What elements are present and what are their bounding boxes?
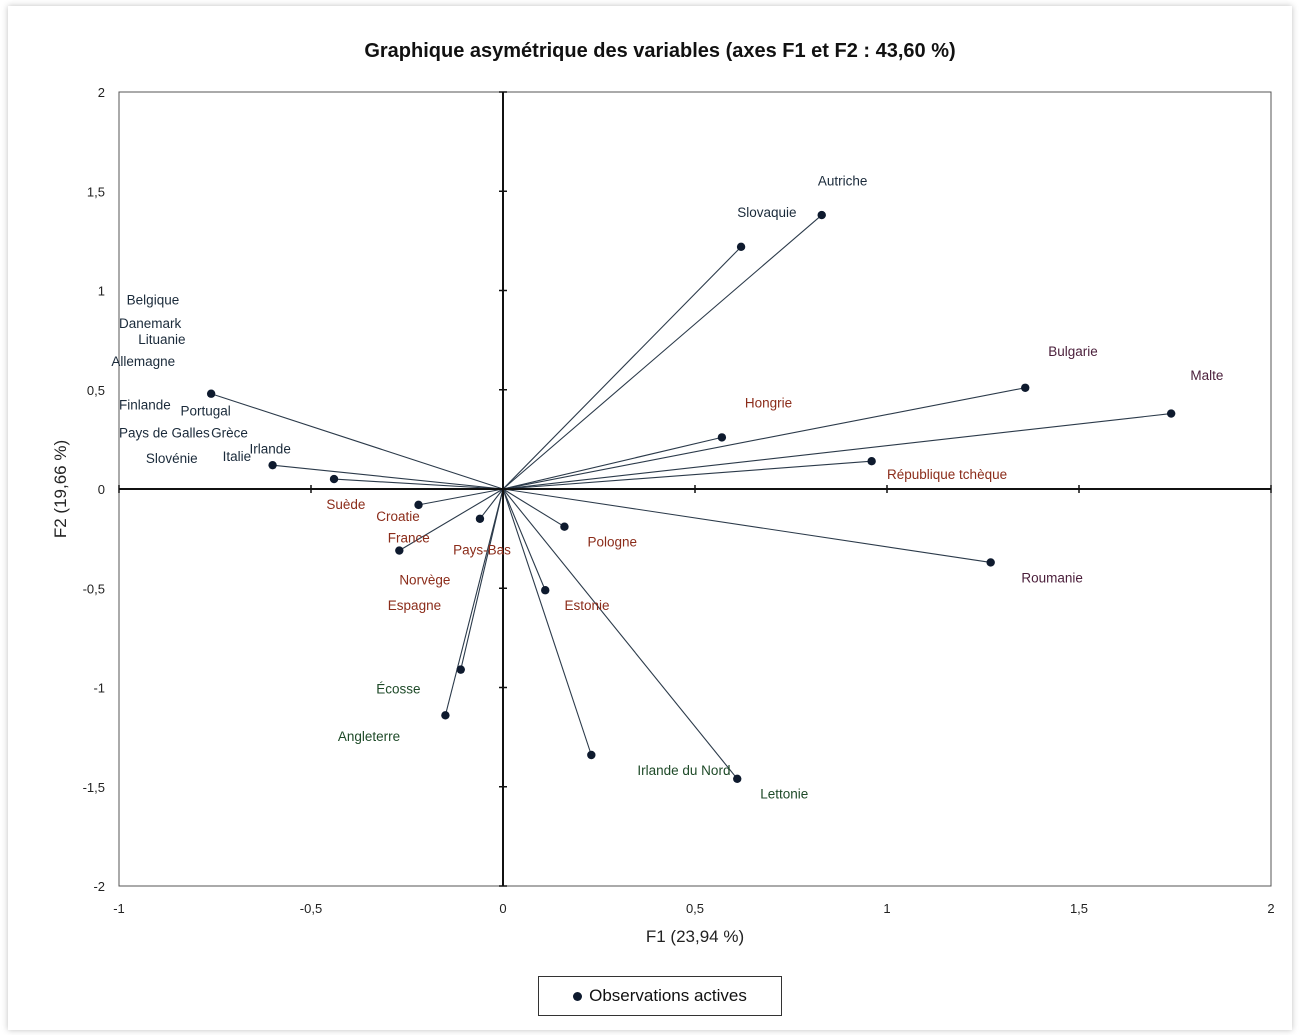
y-tick-label-0: -2 xyxy=(93,879,105,894)
vector-line-10 xyxy=(502,488,738,780)
chart-title: Graphique asymétrique des variables (axe… xyxy=(364,40,955,62)
x-tick-label-6: 2 xyxy=(1267,901,1274,916)
point-label-2: Bulgarie xyxy=(1048,344,1098,359)
point-label-13: Lituanie xyxy=(138,332,185,347)
x-tick-label-2: 0 xyxy=(499,901,506,916)
point-label-18: Grèce xyxy=(211,425,248,440)
vector-line-3 xyxy=(502,413,1172,490)
point-label-25: Pays-Bas xyxy=(453,543,511,558)
axes xyxy=(118,91,1272,887)
vector-lines xyxy=(210,214,1172,780)
data-point-12 xyxy=(268,460,277,470)
point-label-19: Irlande xyxy=(250,441,291,456)
y-tick-label-5: 0,5 xyxy=(87,383,105,398)
vector-line-9 xyxy=(502,488,592,756)
point-label-21: Slovénie xyxy=(146,451,198,466)
data-point-6 xyxy=(986,558,995,567)
biplot-chart: Graphique asymétrique des variables (axe… xyxy=(51,40,1275,946)
point-label-1: Slovaquie xyxy=(737,205,796,220)
point-label-15: Finlande xyxy=(119,398,171,413)
point-label-14: Allemagne xyxy=(111,354,175,369)
data-point-3 xyxy=(1166,409,1176,418)
chart-frame: Graphique asymétrique des variables (axe… xyxy=(8,6,1292,1030)
data-point-8 xyxy=(541,586,550,595)
data-point-11 xyxy=(206,389,216,398)
data-point-14 xyxy=(414,500,423,510)
tick-labels: -1 -0,5 0 0,5 1 1,5 2 -2 -1,5 -1 -0,5 0 0,5 1 1,5 2 xyxy=(83,85,1275,916)
point-label-4: Hongrie xyxy=(745,396,792,411)
vector-line-11 xyxy=(210,393,504,490)
vector-line-12 xyxy=(272,464,504,490)
point-label-7: Pologne xyxy=(587,535,637,550)
point-label-22: Suède xyxy=(326,497,365,512)
data-point-5 xyxy=(867,457,876,466)
vector-line-15 xyxy=(479,488,504,520)
vector-line-2 xyxy=(502,387,1026,490)
point-label-29: Angleterre xyxy=(338,729,400,744)
data-point-0 xyxy=(817,210,826,220)
x-tick-label-5: 1,5 xyxy=(1070,901,1088,916)
point-label-10: Lettonie xyxy=(760,787,808,802)
point-label-28: Écosse xyxy=(376,681,420,696)
data-point-2 xyxy=(1021,383,1030,392)
vector-line-13 xyxy=(334,478,504,490)
data-point-9 xyxy=(587,750,596,760)
point-label-6: Roumanie xyxy=(1021,570,1083,585)
y-tick-label-4: 0 xyxy=(98,482,105,497)
y-tick-label-6: 1 xyxy=(98,284,105,299)
legend: Observations actives xyxy=(538,976,782,1016)
point-label-0: Autriche xyxy=(818,173,868,188)
point-label-27: Espagne xyxy=(388,598,441,613)
vector-line-4 xyxy=(502,436,723,490)
y-tick-label-2: -1 xyxy=(93,681,105,696)
data-point-13 xyxy=(329,474,339,484)
x-tick-label-0: -1 xyxy=(113,901,125,916)
data-point-17 xyxy=(456,665,465,674)
point-label-12: Danemark xyxy=(119,316,182,331)
data-points xyxy=(206,210,1176,784)
y-tick-label-8: 2 xyxy=(98,85,105,100)
y-tick-label-1: -1,5 xyxy=(83,780,105,795)
vector-line-14 xyxy=(418,488,504,506)
vector-line-5 xyxy=(502,460,872,490)
vector-line-0 xyxy=(502,214,823,490)
data-point-18 xyxy=(441,711,450,720)
vector-line-1 xyxy=(502,246,742,490)
vector-line-6 xyxy=(502,488,991,563)
y-tick-label-3: -0,5 xyxy=(83,581,105,596)
point-label-11: Belgique xyxy=(127,292,180,307)
data-point-15 xyxy=(475,514,485,523)
y-axis-title: F2 (19,66 %) xyxy=(51,440,70,538)
x-tick-label-1: -0,5 xyxy=(300,901,322,916)
x-tick-label-3: 0,5 xyxy=(686,901,704,916)
y-tick-label-7: 1,5 xyxy=(87,184,105,199)
data-point-1 xyxy=(736,242,746,252)
data-point-10 xyxy=(733,774,742,784)
point-label-17: Pays de Galles xyxy=(119,425,210,440)
x-tick-label-4: 1 xyxy=(883,901,890,916)
vector-line-8 xyxy=(502,488,546,591)
point-label-9: Irlande du Nord xyxy=(637,763,730,778)
vector-line-7 xyxy=(502,488,565,528)
vector-line-17 xyxy=(460,488,504,670)
data-point-4 xyxy=(717,433,727,442)
point-labels: Autriche Slovaquie Bulgarie Malte Hongrie Rép… xyxy=(111,173,1223,801)
point-label-3: Malte xyxy=(1190,368,1223,383)
point-label-20: Italie xyxy=(223,449,252,464)
point-label-5: République tchèque xyxy=(887,467,1007,482)
x-axis-title: F1 (23,94 %) xyxy=(646,927,744,946)
vector-line-18 xyxy=(444,488,504,716)
vector-line-16 xyxy=(399,488,504,552)
point-label-24: France xyxy=(388,531,430,546)
point-label-8: Estonie xyxy=(564,598,609,613)
legend-label: Observations actives xyxy=(589,986,747,1005)
point-label-16: Portugal xyxy=(180,404,230,419)
data-point-16 xyxy=(395,546,404,555)
data-point-7 xyxy=(560,522,569,531)
legend-marker xyxy=(573,991,583,1001)
point-label-26: Norvège xyxy=(399,572,450,587)
point-label-23: Croatie xyxy=(376,509,420,524)
